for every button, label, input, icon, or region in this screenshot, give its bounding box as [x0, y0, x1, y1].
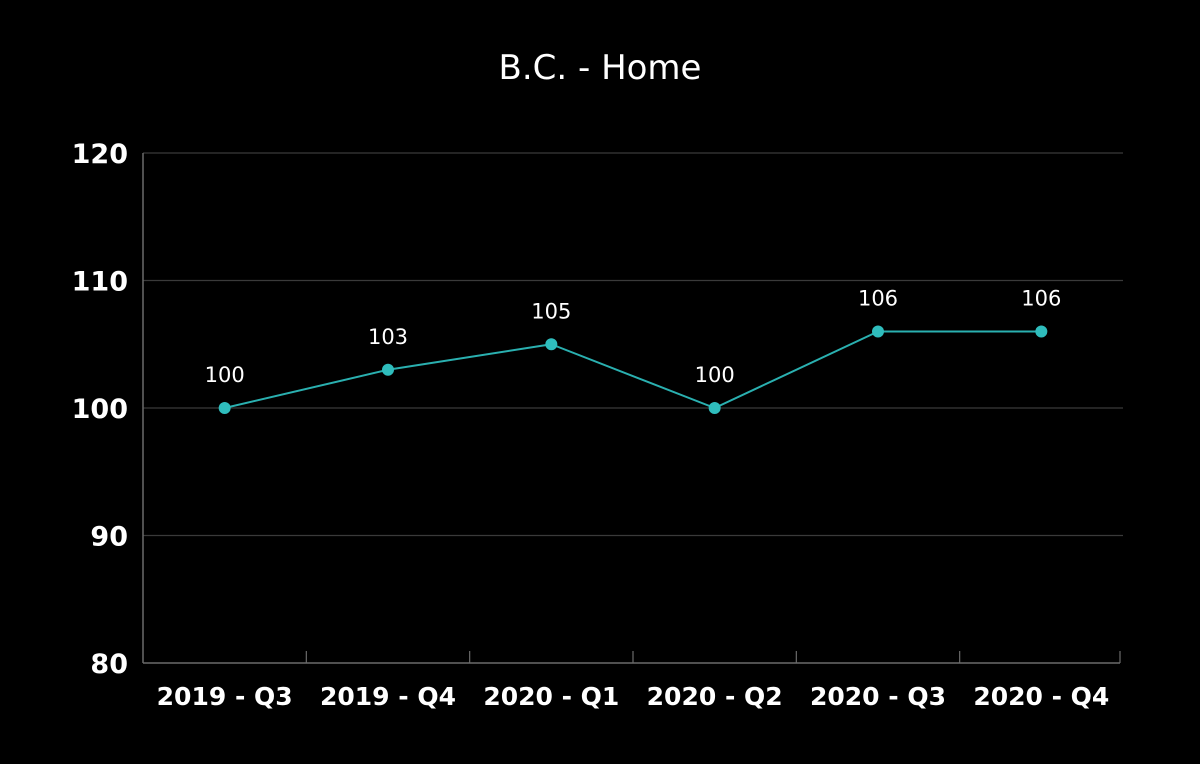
series-line-1	[224, 330, 1042, 409]
gridlines	[143, 152, 1123, 537]
data-point-2020-q4	[1035, 325, 1048, 338]
data-point-2019-q3	[218, 402, 231, 414]
y-tick-label-80: 80	[90, 649, 128, 680]
x-tick-label-2: 2019 - Q4	[320, 682, 456, 711]
x-tick-label-5: 2020 - Q3	[810, 682, 946, 711]
data-label-6: 106	[1021, 287, 1061, 311]
data-point-2020-q1	[545, 338, 558, 351]
x-tick-label-3: 2020 - Q1	[483, 682, 619, 711]
data-labels: 100 103 105 100 106 106	[205, 287, 1062, 388]
x-tick-label-4: 2020 - Q2	[647, 682, 783, 711]
data-point-2020-q3	[872, 325, 884, 338]
data-label-3: 105	[531, 299, 571, 323]
data-label-1: 100	[205, 363, 245, 387]
data-point-markers	[218, 325, 1048, 414]
y-tick-label-90: 90	[90, 522, 128, 553]
chart-title: B.C. - Home	[499, 48, 702, 88]
x-tick-label-6: 2020 - Q4	[973, 682, 1109, 711]
data-point-2020-q2	[708, 402, 721, 414]
data-label-2: 103	[368, 325, 408, 349]
x-tick-label-1: 2019 - Q3	[157, 682, 293, 711]
y-tick-label-110: 110	[72, 267, 128, 298]
series-line-group	[224, 330, 1042, 409]
y-axis-tick-labels: 80 90 100 110 120	[72, 139, 128, 680]
data-label-5: 106	[858, 287, 898, 311]
y-tick-label-100: 100	[72, 394, 128, 425]
axes	[142, 153, 1121, 664]
y-tick-label-120: 120	[72, 139, 128, 170]
data-point-2019-q4	[382, 363, 394, 376]
x-axis-tick-labels: 2019 - Q3 2019 - Q4 2020 - Q1 2020 - Q2 2020…	[157, 682, 1110, 711]
data-label-4: 100	[695, 363, 735, 387]
